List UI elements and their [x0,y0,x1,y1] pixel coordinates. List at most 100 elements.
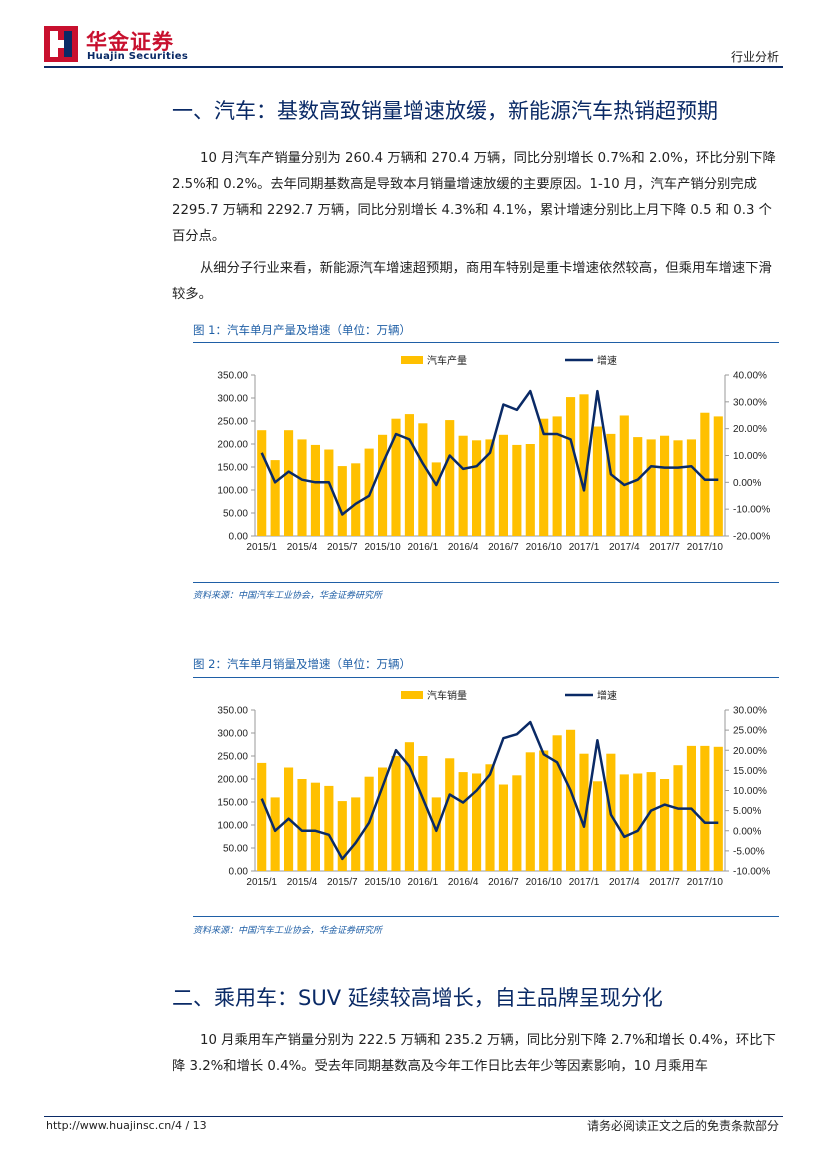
figure-1-source: 资料来源：中国汽车工业协会，华金证券研究所 [193,591,383,601]
bar-21 [525,444,535,536]
x-tick-label: 2017/1 [569,542,600,553]
bar-6 [324,785,334,871]
figure-1-top-rule [193,342,779,343]
bar-32 [673,440,683,536]
footer-url-text[interactable]: http://www.huajinsc.cn/ [46,1119,175,1132]
bar-14 [431,462,441,536]
bar-15 [445,758,455,871]
x-tick-label: 2017/10 [687,877,724,888]
x-tick-label: 2016/1 [408,542,439,553]
header-divider [44,66,783,68]
report-type: 行业分析 [730,50,779,64]
growth-line [260,389,719,516]
x-tick-label: 2016/7 [488,542,519,553]
bar-35 [713,416,723,536]
right-tick-label: 10.00% [733,451,767,462]
bar-35 [713,746,723,871]
bar-8 [351,463,361,536]
bar-18 [485,764,495,871]
bar-13 [418,423,428,536]
x-tick-label: 2015/7 [327,877,358,888]
x-tick-label: 2017/7 [649,877,680,888]
bar-1 [257,762,267,871]
right-tick-label: 20.00% [733,424,767,435]
bar-22 [539,750,549,871]
left-tick-label: 50.00 [223,844,248,855]
left-tick-label: 350.00 [217,706,248,717]
section-1-paragraph-1-text: 10 月汽车产销量分别为 260.4 万辆和 270.4 万辆，同比分别增长 0… [172,151,776,244]
bar-17 [472,440,482,536]
section-1-paragraph-2: 从细分子行业来看，新能源汽车增速超预期，商用车特别是重卡增速依然较高，但乘用车增… [172,256,784,308]
left-tick-label: 250.00 [217,752,248,763]
right-tick-label: 30.00% [733,706,767,717]
footer-divider [44,1116,783,1117]
bar-28 [619,774,629,871]
left-tick-label: 200.00 [217,440,248,451]
bar-7 [337,801,347,871]
bar-19 [498,784,508,871]
legend-label-bars: 汽车销量 [427,689,467,702]
logo-english-name: Huajin Securities [87,51,189,62]
bar-6 [324,449,334,536]
x-tick-label: 2016/10 [526,542,563,553]
left-tick-label: 100.00 [217,486,248,497]
bar-8 [351,797,361,871]
bar-25 [579,753,589,871]
bar-26 [592,781,602,871]
left-tick-label: 100.00 [217,821,248,832]
bar-30 [646,772,656,871]
right-tick-label: -10.00% [733,867,770,878]
bar-12 [404,742,414,871]
footer-disclaimer: 请务必阅读正文之后的免责条款部分 [586,1119,779,1133]
left-tick-label: 350.00 [217,371,248,382]
bar-20 [512,775,522,871]
right-tick-label: -20.00% [733,532,770,543]
right-tick-label: 5.00% [733,806,761,817]
bar-12 [404,414,414,536]
bar-33 [686,439,696,536]
bar-4 [297,779,307,871]
logo-chinese-name: 华金证券 [86,30,174,54]
x-tick-label: 2015/4 [287,542,318,553]
bar-14 [431,797,441,871]
x-tick-label: 2016/7 [488,877,519,888]
section-1-paragraph-1: 10 月汽车产销量分别为 260.4 万辆和 270.4 万辆，同比分别增长 0… [172,146,784,250]
bar-21 [525,752,535,871]
bar-2 [270,460,280,536]
right-tick-label: 0.00% [733,826,761,837]
bar-30 [646,439,656,536]
bar-5 [310,782,320,871]
bar-3 [284,430,294,536]
bar-22 [539,418,549,536]
growth-line [260,720,719,861]
bar-28 [619,415,629,536]
huajin-logo-icon [44,26,78,62]
x-tick-label: 2015/1 [246,877,277,888]
bar-7 [337,466,347,536]
bar-24 [566,397,576,536]
left-tick-label: 150.00 [217,463,248,474]
bar-11 [391,418,401,536]
figure-2-source: 资料来源：中国汽车工业协会，华金证券研究所 [193,926,383,936]
left-tick-label: 0.00 [229,867,249,878]
figure-2-top-rule [193,677,779,678]
bar-9 [364,448,374,536]
figure-1-chart: 汽车产量 增速 0.00 50.00 100.00 150.00 200.00 250.00 3… [217,354,770,553]
right-tick-label: 10.00% [733,786,767,797]
footer-url[interactable]: http://www.huajinsc.cn/4 / 13 [46,1119,207,1132]
x-tick-label: 2015/10 [364,542,401,553]
section-2-paragraph-1-text: 10 月乘用车产销量分别为 222.5 万辆和 235.2 万辆，同比分别下降 … [172,1033,776,1074]
legend-swatch-汽车销量 [401,691,423,699]
x-tick-label: 2016/4 [448,542,479,553]
x-tick-label: 2016/10 [526,877,563,888]
bar-24 [566,729,576,871]
x-tick-label: 2015/1 [246,542,277,553]
figure-2-chart: 汽车销量 增速 0.00 50.00 100.00 150.00 200.00 250.00 3… [217,689,770,888]
figure-2-caption: 图 2：汽车单月销量及增速（单位：万辆） [193,657,411,671]
left-tick-label: 0.00 [229,532,249,543]
bar-31 [660,435,670,536]
section-2-title: 二、乘用车：SUV 延续较高增长，自主品牌呈现分化 [172,986,663,1010]
bar-18 [485,439,495,536]
figure-1-caption: 图 1：汽车单月产量及增速（单位：万辆） [193,323,411,337]
x-tick-label: 2016/4 [448,877,479,888]
